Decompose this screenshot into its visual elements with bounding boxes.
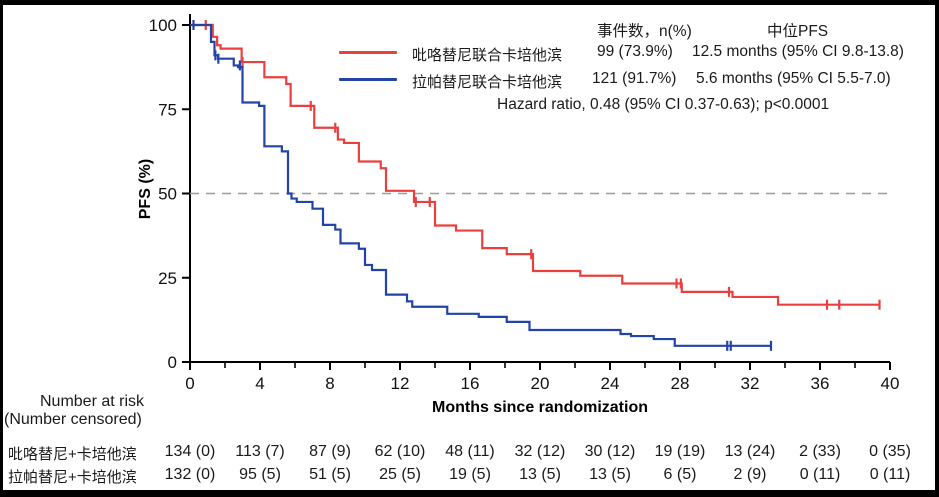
x-tick-label: 8 [325, 374, 334, 393]
events-value-lapatinib: 121 (91.7%) [592, 70, 677, 87]
frame-left [0, 0, 3, 497]
risk-value: 32 (12) [514, 443, 566, 460]
median-pfs-column-header: 中位PFS [767, 23, 829, 40]
frame-right [935, 0, 939, 497]
risk-value: 95 (5) [239, 466, 281, 483]
x-tick-label: 4 [255, 374, 264, 393]
x-tick-label: 36 [811, 374, 830, 393]
x-tick-label: 28 [671, 374, 690, 393]
x-axis-title: Months since randomization [431, 399, 648, 416]
frame-bottom [0, 490, 939, 497]
risk-value: 134 (0) [164, 443, 216, 460]
x-tick-label: 12 [391, 374, 410, 393]
risk-value: 13 (5) [519, 466, 561, 483]
y-axis-title: PFS (%) [137, 89, 155, 289]
risk-value: 30 (12) [584, 443, 636, 460]
risk-value: 113 (7) [235, 443, 285, 460]
hazard-ratio-text: Hazard ratio, 0.48 (95% CI 0.37-0.63); p… [497, 96, 830, 113]
legend-label-lapatinib: 拉帕替尼联合卡培他滨 [412, 74, 563, 91]
risk-table-header-line1: Number at risk [40, 393, 145, 410]
risk-value: 25 (5) [379, 466, 421, 483]
risk-value: 2 (9) [733, 466, 767, 483]
x-tick-label: 40 [881, 374, 900, 393]
risk-value: 0 (35) [869, 443, 911, 460]
events-value-pyrotinib: 99 (73.9%) [597, 43, 673, 60]
risk-value: 62 (10) [374, 443, 426, 460]
y-tick-label: 25 [158, 269, 177, 288]
events-column-header: 事件数，n(%) [597, 23, 692, 40]
x-tick-label: 0 [185, 374, 194, 393]
y-tick-label: 100 [149, 16, 177, 35]
median-value-lapatinib: 5.6 months (95% CI 5.5-7.0) [696, 70, 891, 87]
risk-value: 6 (5) [663, 466, 697, 483]
y-tick-label: 50 [158, 185, 177, 204]
risk-value: 132 (0) [164, 466, 216, 483]
risk-value: 2 (33) [799, 443, 841, 460]
legend-line-pyrotinib [339, 51, 397, 54]
risk-value: 13 (5) [589, 466, 631, 483]
km-curve-pyrotinib-capecitabine [190, 23, 880, 306]
risk-row-label-lapatinib: 拉帕替尼+卡培他滨 [8, 469, 137, 486]
risk-value: 19 (19) [654, 443, 706, 460]
risk-value: 87 (9) [309, 443, 351, 460]
x-tick-label: 32 [741, 374, 760, 393]
y-tick-label: 75 [158, 100, 177, 119]
y-tick-label: 0 [168, 353, 177, 372]
risk-value: 0 (11) [869, 466, 911, 483]
median-value-pyrotinib: 12.5 months (95% CI 9.8-13.8) [692, 43, 904, 60]
risk-table-header-line2: (Number censored) [4, 411, 142, 428]
risk-row-label-pyrotinib: 吡咯替尼+卡培他滨 [8, 446, 137, 463]
x-tick-label: 20 [531, 374, 550, 393]
risk-value: 19 (5) [449, 466, 491, 483]
risk-value: 13 (24) [724, 443, 776, 460]
risk-value: 48 (11) [445, 443, 495, 460]
y-axis-title-text: PFS (%) [137, 158, 154, 220]
risk-value: 51 (5) [309, 466, 351, 483]
x-tick-label: 24 [601, 374, 620, 393]
legend-label-pyrotinib: 吡咯替尼联合卡培他滨 [412, 47, 563, 64]
legend-line-lapatinib [339, 78, 397, 81]
x-tick-label: 16 [461, 374, 480, 393]
risk-value: 0 (11) [799, 466, 841, 483]
km-plot-svg: 0 25 50 75 100 0 4 8 12 16 20 24 28 32 36 40 [149, 14, 900, 393]
frame-top [0, 0, 939, 5]
